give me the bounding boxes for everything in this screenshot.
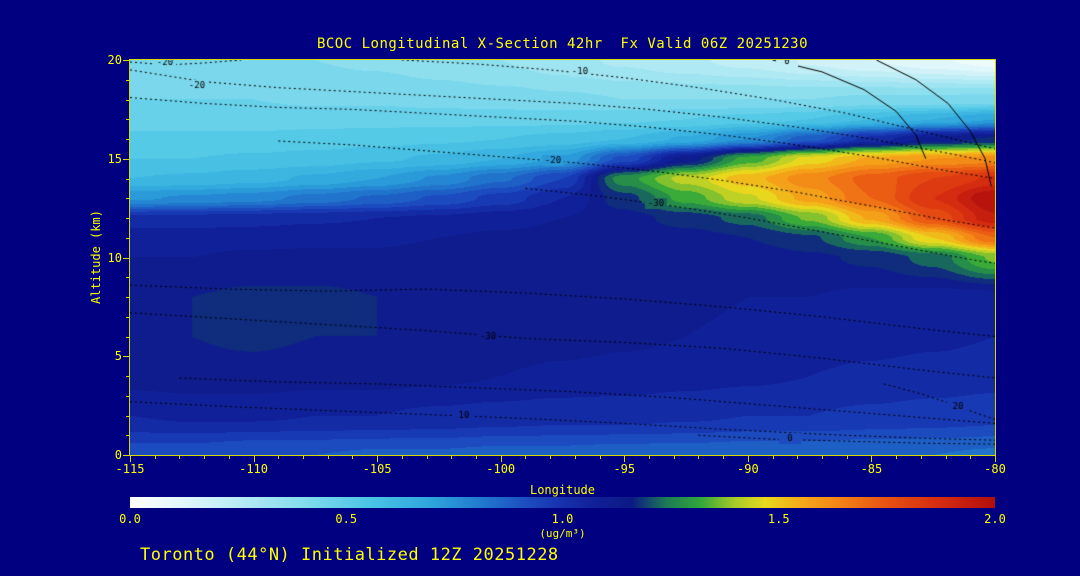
axis-tick [426,456,428,459]
x-tick-label: -95 [613,462,636,476]
run-info-footer: Toronto (44°N) Initialized 12Z 20251228 [140,545,559,565]
axis-tick [278,456,280,459]
colorbar-tick-label: 0.5 [335,512,358,526]
axis-tick [476,456,477,459]
axis-tick [126,415,129,417]
axis-tick [945,456,947,459]
colorbar-tick-label: 0.0 [119,512,141,526]
axis-tick [500,456,502,462]
x-tick-label: -115 [115,462,145,476]
chart-title: BCOC Longitudinal X-Section 42hr Fx Vali… [316,36,809,52]
axis-tick [970,456,972,459]
axis-tick [123,356,129,358]
axis-tick [303,456,304,459]
axis-tick [123,257,129,259]
axis-tick [550,456,552,459]
axis-tick [995,456,996,462]
colorbar-units: (ug/m³) [539,527,586,540]
axis-tick [126,336,129,338]
axis-tick [126,395,129,397]
axis-tick [126,316,129,318]
axis-tick [130,456,131,462]
axis-tick [126,297,129,298]
colorbar-tick-label: 1.5 [767,512,790,526]
axis-tick [126,99,129,101]
x-tick-label: -90 [737,462,759,476]
x-tick-label: -100 [486,462,516,476]
axis-tick [123,455,129,456]
axis-tick [228,456,230,459]
axis-tick [126,198,129,200]
y-tick-label: 10 [107,250,122,265]
x-tick-label: -80 [984,462,1006,476]
axis-tick [253,456,255,462]
axis-tick [126,277,129,279]
axis-tick [871,456,873,462]
axis-tick [797,456,799,459]
axis-tick [747,456,749,462]
x-axis-label: Longitude [529,483,596,497]
axis-tick [525,456,527,459]
axis-tick [154,456,156,459]
axis-tick [352,456,354,459]
axis-tick [698,456,700,459]
axis-tick [723,456,725,459]
axis-tick [649,456,650,459]
x-tick-label: -105 [362,462,392,476]
y-tick-label: 20 [107,53,122,67]
axis-tick [126,119,129,121]
axis-tick [920,456,922,459]
axis-tick [327,456,329,459]
axis-tick [126,178,129,180]
axis-tick [123,158,129,160]
axis-tick [126,376,129,377]
axis-tick [822,456,823,459]
axis-tick [126,237,129,239]
axis-tick [599,456,601,459]
axis-tick [204,456,206,459]
axis-tick [126,79,129,81]
axis-tick [126,139,129,140]
axis-tick [126,435,129,437]
x-tick-label: -110 [239,462,269,476]
axis-tick [451,456,453,459]
axis-tick [179,456,181,459]
axis-tick [377,456,379,462]
axis-tick [126,218,129,219]
axis-tick [574,456,576,459]
axis-tick [772,456,774,459]
axis-tick [401,456,403,459]
y-tick-label: 5 [114,349,122,364]
colorbar-tick-label: 1.0 [551,512,574,526]
y-tick-label: 15 [107,151,122,166]
xsection-heatmap [130,60,995,455]
axis-tick [624,456,626,462]
colorbar [130,497,995,508]
axis-tick [846,456,848,459]
x-tick-label: -85 [860,462,883,476]
axis-tick [896,456,898,459]
axis-tick [123,60,129,61]
colorbar-tick-label: 2.0 [984,512,1006,526]
axis-tick [673,456,675,459]
y-tick-label: 0 [114,448,122,462]
